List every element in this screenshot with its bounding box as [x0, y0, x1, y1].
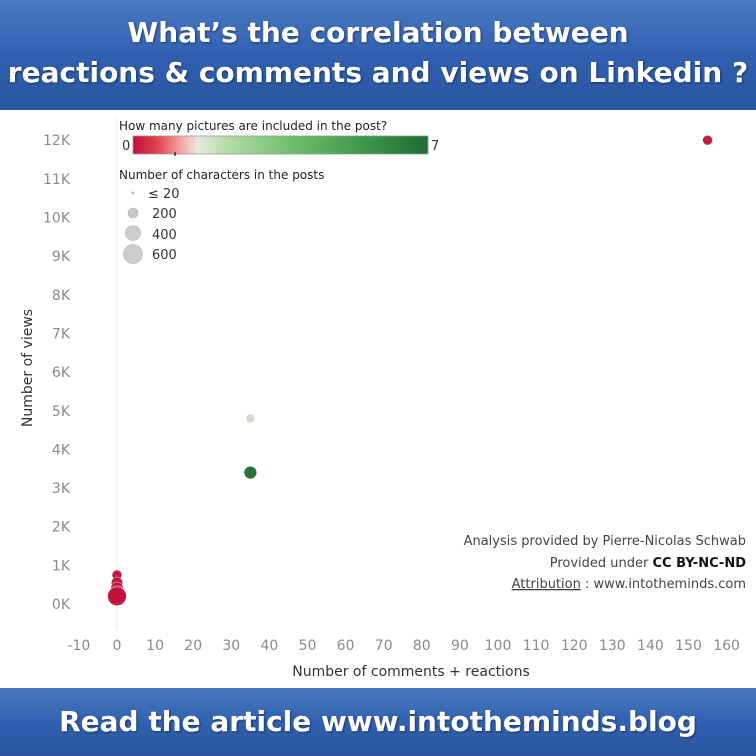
y-tick-label: 10K	[43, 211, 71, 227]
attribution-url: : www.intotheminds.com	[581, 577, 746, 592]
color-legend-title: How many pictures are included in the po…	[119, 119, 387, 133]
y-tick-label: 12K	[43, 133, 71, 149]
footer-text: Read the article www.intotheminds.blog	[59, 705, 697, 738]
x-tick-label: 10	[146, 638, 164, 654]
y-tick-label: 4K	[52, 442, 71, 458]
color-legend: How many pictures are included in the po…	[119, 119, 439, 156]
x-tick-label: 70	[375, 638, 393, 654]
title-line-1: What’s the correlation between	[127, 16, 629, 49]
x-tick-label: 40	[260, 638, 278, 654]
y-tick-label: 1K	[52, 558, 71, 574]
x-tick-label: 110	[523, 638, 550, 654]
size-legend-marker-600	[123, 244, 143, 264]
data-point[interactable]	[107, 586, 127, 606]
x-tick-label: 160	[713, 638, 740, 654]
size-legend-label-400: 400	[152, 228, 177, 243]
size-legend-title: Number of characters in the posts	[119, 168, 324, 182]
x-tick-label: 0	[113, 638, 122, 654]
size-legend-marker-20	[131, 191, 135, 195]
y-tick-label: 3K	[52, 481, 71, 497]
x-tick-label: 20	[184, 638, 202, 654]
x-tick-label: 140	[637, 638, 664, 654]
x-tick-label: 130	[599, 638, 626, 654]
attribution-block: Analysis provided by Pierre-Nicolas Schw…	[464, 534, 747, 592]
x-tick-label: 100	[485, 638, 512, 654]
y-tick-label: 6K	[52, 365, 71, 381]
x-tick-label: -10	[67, 638, 90, 654]
x-tick-label: 60	[337, 638, 355, 654]
x-tick-label: 80	[413, 638, 431, 654]
data-point[interactable]	[245, 413, 256, 424]
data-point[interactable]	[702, 135, 713, 146]
title-line-2: reactions & comments and views on Linked…	[7, 56, 749, 89]
data-point[interactable]	[243, 465, 257, 480]
y-tick-label: 5K	[52, 404, 71, 420]
footer-banner: Read the article www.intotheminds.blog	[0, 688, 756, 756]
attribution-line-2: Provided under CC BY-NC-ND	[550, 556, 746, 571]
attribution-line-2-prefix: Provided under	[550, 556, 653, 571]
title-banner: What’s the correlation between reactions…	[0, 0, 756, 110]
color-legend-max: 7	[431, 139, 439, 154]
data-points	[107, 135, 713, 606]
size-legend-label-600: 600	[152, 248, 177, 263]
x-axis-ticks: -10 0 10 20 30 40 50 60 70 80 90 100 110 120 130 140 150…	[67, 638, 740, 654]
attribution-line-1: Analysis provided by Pierre-Nicolas Schw…	[464, 534, 746, 549]
color-legend-min: 0	[122, 139, 130, 154]
y-axis-title: Number of views	[20, 309, 36, 427]
y-tick-label: 9K	[52, 249, 71, 265]
color-gradient-bar	[132, 135, 429, 155]
attribution-label: Attribution	[512, 577, 581, 592]
y-tick-label: 8K	[52, 288, 71, 304]
x-tick-label: 90	[451, 638, 469, 654]
x-tick-label: 150	[675, 638, 702, 654]
y-tick-label: 2K	[52, 520, 71, 536]
x-tick-label: 50	[299, 638, 317, 654]
size-legend-marker-200	[127, 207, 139, 219]
size-legend: Number of characters in the posts ≤ 20 2…	[119, 168, 324, 264]
size-legend-label-20: ≤ 20	[148, 187, 180, 202]
size-legend-label-200: 200	[152, 207, 177, 222]
y-tick-label: 11K	[43, 172, 71, 188]
size-legend-marker-400	[125, 225, 141, 241]
attribution-license: CC BY-NC-ND	[653, 556, 747, 571]
x-axis-title: Number of comments + reactions	[292, 664, 530, 680]
attribution-line-3: Attribution : www.intotheminds.com	[512, 577, 746, 592]
x-tick-label: 120	[561, 638, 588, 654]
y-tick-label: 0K	[52, 597, 71, 613]
y-axis-ticks: 0K 1K 2K 3K 4K 5K 6K 7K 8K 9K 10K 11K 12K	[43, 133, 71, 613]
y-tick-label: 7K	[52, 326, 71, 342]
x-tick-label: 30	[222, 638, 240, 654]
